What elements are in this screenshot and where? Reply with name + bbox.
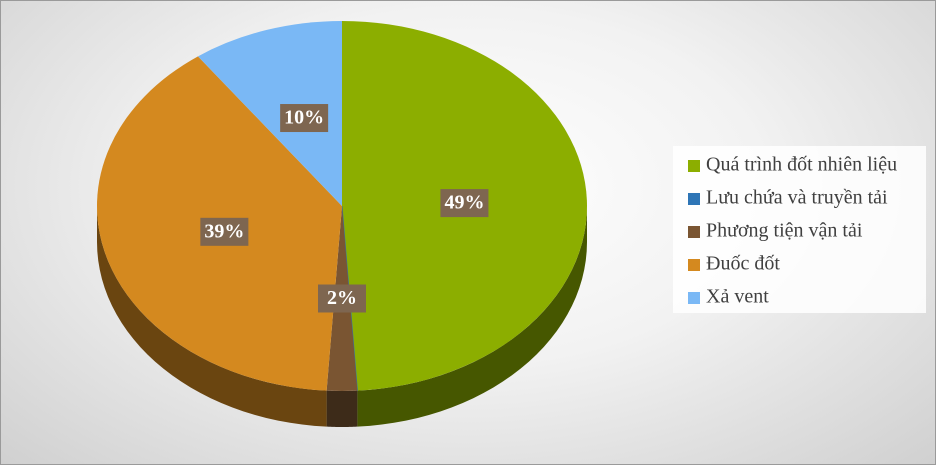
data-label: 10% <box>284 107 324 129</box>
label-box <box>200 217 249 246</box>
legend-swatch <box>688 226 700 238</box>
legend-label: Lưu chứa và truyền tải <box>706 187 888 209</box>
legend-label: Đuốc đốt <box>706 253 780 275</box>
pie <box>96 21 587 427</box>
data-label: 39% <box>204 220 244 242</box>
slice-side <box>97 206 327 427</box>
legend-box <box>673 146 926 313</box>
label-box <box>280 104 329 133</box>
label-box <box>318 284 366 313</box>
label-box <box>440 189 489 218</box>
legend-label: Phương tiện vận tải <box>706 220 863 242</box>
slice-side <box>357 206 587 427</box>
legend-swatch <box>688 292 700 304</box>
data-label: 49% <box>444 192 484 214</box>
legend-label: Xả vent <box>706 286 769 308</box>
legend-swatch <box>688 193 700 205</box>
legend-swatch <box>688 160 700 172</box>
legend-label: Quá trình đốt nhiên liệu <box>706 154 897 176</box>
slice-side <box>326 390 358 427</box>
legend-swatch <box>688 259 700 271</box>
data-label: 2% <box>327 287 357 309</box>
slice <box>197 21 342 206</box>
